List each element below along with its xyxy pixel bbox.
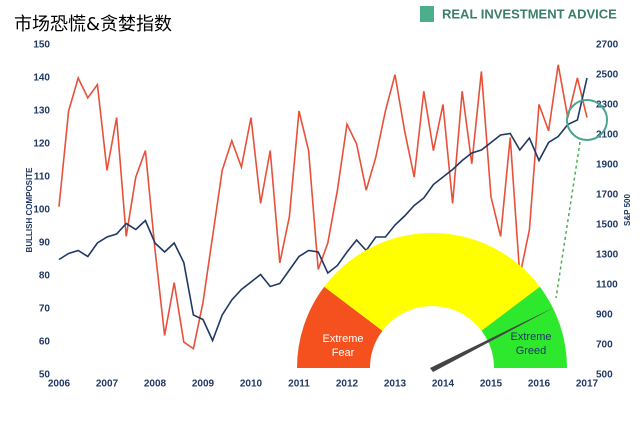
y2-tick-label: 1300 <box>596 250 619 261</box>
y-tick-label: 150 <box>33 40 50 51</box>
y-axis-label: BULLISH COMPOSITE <box>25 167 34 253</box>
x-tick-label: 2013 <box>384 379 407 390</box>
x-tick-label: 2010 <box>240 379 263 390</box>
gauge-neutral <box>324 232 540 331</box>
x-tick-label: 2011 <box>288 379 310 390</box>
x-tick-label: 2006 <box>48 379 71 390</box>
series-line <box>58 77 588 343</box>
y-tick-label: 130 <box>33 106 50 117</box>
y-tick-label: 70 <box>39 304 51 315</box>
x-tick-label: 2012 <box>336 379 359 390</box>
y2-tick-label: 2700 <box>596 40 619 51</box>
y2-tick-label: 700 <box>596 340 613 351</box>
pointer-arrow <box>555 141 581 299</box>
gauge <box>297 232 567 372</box>
y2-tick-label: 1500 <box>596 220 619 231</box>
logo-icon <box>420 6 434 22</box>
chart-title: 市场恐慌&贪婪指数 <box>14 14 172 35</box>
y2-tick-label: 2500 <box>596 70 619 81</box>
y-tick-label: 100 <box>33 205 50 216</box>
y-tick-label: 60 <box>39 337 51 348</box>
highlight-circle <box>566 99 608 141</box>
x-tick-label: 2017 <box>576 379 599 390</box>
plot: 50 60 70 80 90 100 110 120 130 140 150 500 700 900 110… <box>33 40 618 390</box>
y-tick-label: 90 <box>39 238 51 249</box>
x-tick-label: 2015 <box>480 379 503 390</box>
x-tick-label: 2008 <box>144 379 167 390</box>
logo: REAL INVESTMENT ADVICE <box>442 6 617 21</box>
y-tick-label: 120 <box>33 139 50 150</box>
gauge-needle <box>430 307 555 372</box>
x-tick-label: 2007 <box>96 379 119 390</box>
gauge-greed <box>481 286 567 368</box>
y2-tick-label: 1100 <box>596 280 618 291</box>
y2-tick-label: 500 <box>596 370 613 381</box>
x-tick-label: 2016 <box>528 379 551 390</box>
series-line <box>58 64 588 350</box>
gauge-fear <box>297 286 383 368</box>
y2-tick-label: 2300 <box>596 100 619 111</box>
x-tick-label: 2014 <box>432 379 455 390</box>
y2-axis-label: S&P 500 <box>623 194 632 226</box>
y2-tick-label: 2100 <box>596 130 619 141</box>
y-tick-label: 110 <box>34 172 51 183</box>
y-tick-label: 80 <box>39 271 51 282</box>
x-tick-label: 2009 <box>192 379 215 390</box>
y2-tick-label: 1900 <box>596 160 619 171</box>
y-tick-label: 140 <box>33 73 50 84</box>
y-tick-label: 50 <box>39 370 51 381</box>
gauge-label: Extreme Fear <box>322 333 364 359</box>
y2-tick-label: 900 <box>596 310 613 321</box>
gauge-label: Extreme Greed <box>510 331 552 357</box>
y2-tick-label: 1700 <box>596 190 619 201</box>
